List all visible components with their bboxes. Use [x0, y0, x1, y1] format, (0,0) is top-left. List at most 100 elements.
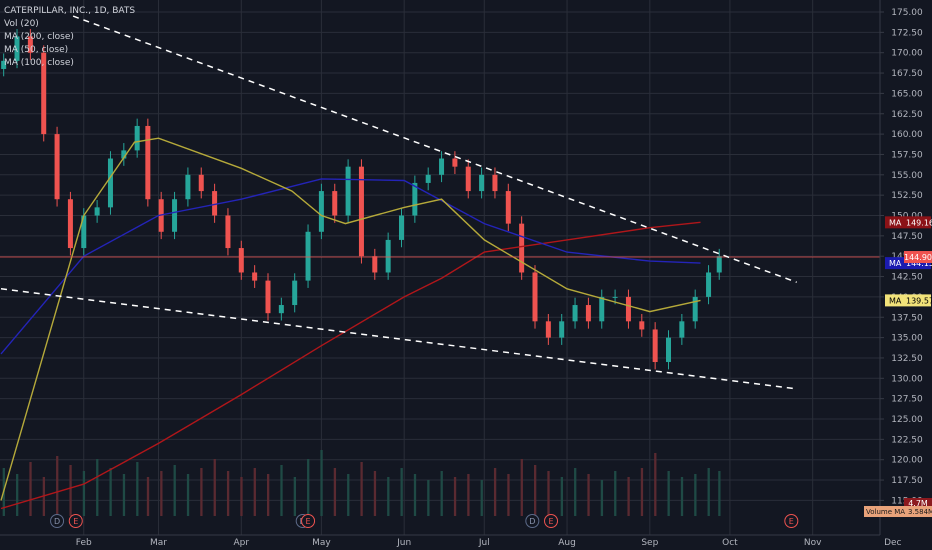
volume-bar	[69, 465, 72, 516]
candle-body	[452, 158, 458, 167]
earnings-marker: E	[784, 514, 799, 528]
candle-body	[332, 191, 338, 216]
price-tick-label: 130.00	[891, 374, 923, 384]
time-axis[interactable]: Feb Mar Apr May Jun Jul Aug Sep Oct Nov Dec	[0, 534, 902, 548]
time-tick-label: Aug	[558, 538, 576, 548]
price-tick-label: 152.50	[891, 191, 923, 201]
legend-ma200[interactable]: MA (200, close)	[4, 32, 74, 42]
candle-body	[505, 191, 511, 224]
candle-body	[399, 215, 404, 240]
candle-body	[465, 166, 471, 192]
vol-value: 4.7M	[908, 499, 928, 508]
volume-bar	[136, 462, 139, 516]
candle-body	[706, 272, 712, 297]
candle-body	[145, 125, 151, 200]
vol-ma-value: 3.584M	[908, 508, 932, 516]
volume-bar	[507, 474, 510, 516]
volume-bar	[614, 471, 617, 516]
volume-bar	[440, 471, 443, 516]
time-tick-label: May	[312, 538, 331, 548]
volume-bar	[240, 477, 243, 516]
price-tick-label: 167.50	[891, 69, 923, 79]
candle-body	[585, 305, 591, 322]
trendlines[interactable]	[0, 15, 797, 390]
trendline-1	[72, 15, 797, 283]
ma200-badge: MA 149.16	[885, 216, 932, 229]
candle-body	[41, 52, 47, 135]
earnings-circle	[68, 514, 83, 528]
ma50-badge: MA 139.57	[885, 294, 932, 307]
price-tick-label: 172.50	[891, 28, 923, 38]
event-letter: D	[529, 517, 535, 526]
volume-bar	[226, 471, 230, 516]
candle-body	[238, 248, 244, 273]
volume-bars	[2, 450, 721, 516]
price-tick-label: 165.00	[891, 89, 923, 99]
candle-body	[27, 36, 33, 53]
ma200-badge-tag: MA	[889, 218, 902, 227]
ma200-badge-bg	[885, 216, 931, 229]
candle-body	[1, 60, 7, 69]
ma50-badge-tag: MA	[889, 296, 902, 305]
volume-bar	[293, 477, 296, 516]
volume-bar	[413, 474, 417, 516]
candle-body	[318, 191, 324, 232]
volume-bar	[694, 474, 697, 516]
candle-body	[372, 256, 378, 273]
volume-bar	[400, 468, 403, 516]
candle-body	[121, 150, 127, 159]
price-axis-bg	[880, 0, 932, 550]
event-letter: E	[73, 517, 78, 526]
time-tick-label: Sep	[641, 538, 658, 548]
price-tick-label: 120.00	[891, 456, 923, 466]
ma200-badge-value: 149.16	[906, 218, 932, 227]
legend-ma50[interactable]: MA (50, close)	[4, 45, 69, 55]
candle-body	[134, 125, 140, 151]
volume-bar	[718, 471, 721, 516]
moving-averages	[0, 137, 880, 510]
earnings-circle	[544, 514, 559, 528]
candle-body	[492, 174, 498, 192]
trendline-2	[0, 288, 797, 390]
candle-body	[107, 158, 113, 208]
grid	[0, 0, 894, 535]
volume-bar	[654, 453, 657, 516]
volume-bar	[627, 477, 630, 516]
event-markers[interactable]: DEDEDEE	[50, 514, 799, 528]
candle-body	[559, 321, 565, 338]
price-tick-label: 132.50	[891, 354, 923, 364]
dividend-marker: D	[525, 514, 540, 528]
volume-bar	[186, 474, 190, 516]
price-tick-label: 122.50	[891, 435, 923, 445]
volume-bar	[200, 468, 203, 516]
candle-body	[278, 305, 284, 314]
volume-bar	[453, 477, 457, 516]
legend-vol[interactable]: Vol (20)	[4, 19, 39, 29]
legend-ma100[interactable]: MA (100, close)	[4, 58, 74, 68]
price-tick-label: 142.50	[891, 273, 923, 283]
ma100-badge-tag: MA	[889, 259, 902, 268]
volume-bar	[467, 474, 470, 516]
volume-bar	[707, 468, 710, 516]
volume-bar	[333, 468, 337, 516]
time-tick-label: Nov	[804, 538, 822, 548]
candle-body	[679, 321, 685, 338]
vol-badge-bg	[904, 498, 932, 509]
candle-body	[292, 280, 298, 306]
price-tick-label: 117.50	[891, 476, 923, 486]
candle-body	[625, 296, 631, 322]
price-axis[interactable]: 175.00 172.50 170.00 167.50 165.00 162.50 160.…	[879, 0, 932, 550]
candle-body	[545, 321, 551, 338]
earnings-marker: E	[544, 514, 559, 528]
candle-body	[198, 174, 204, 192]
event-letter: D	[54, 517, 60, 526]
price-tick-label: 170.00	[891, 49, 923, 59]
vol-ma-name: Volume MA	[866, 508, 905, 516]
time-tick-label: Jul	[478, 538, 490, 548]
candle-body	[345, 166, 351, 216]
price-tick-label: 160.00	[891, 130, 923, 140]
price-tick-label: 137.50	[891, 313, 923, 323]
last-price-badge: 144.90	[904, 251, 932, 264]
volume-bar	[96, 459, 99, 516]
